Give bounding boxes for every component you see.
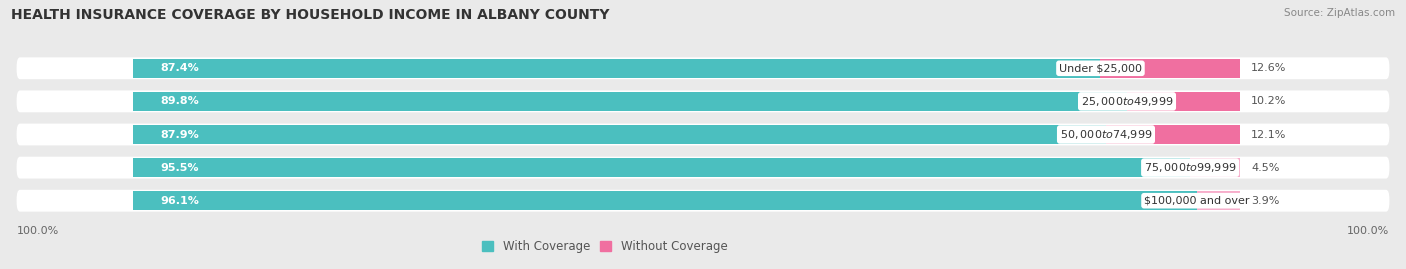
Text: Source: ZipAtlas.com: Source: ZipAtlas.com bbox=[1284, 8, 1395, 18]
Bar bbox=[132, 158, 1189, 177]
Text: 10.2%: 10.2% bbox=[1251, 96, 1286, 107]
Text: 4.5%: 4.5% bbox=[1251, 162, 1279, 173]
FancyBboxPatch shape bbox=[17, 57, 1389, 79]
Text: 87.9%: 87.9% bbox=[160, 129, 200, 140]
Text: HEALTH INSURANCE COVERAGE BY HOUSEHOLD INCOME IN ALBANY COUNTY: HEALTH INSURANCE COVERAGE BY HOUSEHOLD I… bbox=[11, 8, 610, 22]
Bar bbox=[1197, 191, 1240, 210]
Text: 95.5%: 95.5% bbox=[160, 162, 200, 173]
Bar bbox=[132, 92, 1128, 111]
Text: 100.0%: 100.0% bbox=[1347, 225, 1389, 236]
Text: 87.4%: 87.4% bbox=[160, 63, 200, 73]
Text: $100,000 and over: $100,000 and over bbox=[1144, 196, 1250, 206]
Bar bbox=[132, 125, 1107, 144]
Bar bbox=[1189, 158, 1240, 177]
Text: 100.0%: 100.0% bbox=[17, 225, 59, 236]
FancyBboxPatch shape bbox=[17, 157, 1389, 179]
Bar bbox=[132, 191, 1197, 210]
Text: Under $25,000: Under $25,000 bbox=[1059, 63, 1142, 73]
Text: $75,000 to $99,999: $75,000 to $99,999 bbox=[1144, 161, 1236, 174]
FancyBboxPatch shape bbox=[17, 190, 1389, 212]
Bar bbox=[1107, 125, 1240, 144]
Legend: With Coverage, Without Coverage: With Coverage, Without Coverage bbox=[477, 235, 733, 258]
Text: 12.1%: 12.1% bbox=[1251, 129, 1286, 140]
Text: 96.1%: 96.1% bbox=[160, 196, 200, 206]
Text: $25,000 to $49,999: $25,000 to $49,999 bbox=[1081, 95, 1173, 108]
Bar bbox=[132, 59, 1101, 78]
Text: $50,000 to $74,999: $50,000 to $74,999 bbox=[1060, 128, 1153, 141]
Bar bbox=[1101, 59, 1240, 78]
FancyBboxPatch shape bbox=[17, 123, 1389, 146]
Bar bbox=[1128, 92, 1240, 111]
Text: 89.8%: 89.8% bbox=[160, 96, 200, 107]
Text: 12.6%: 12.6% bbox=[1251, 63, 1286, 73]
Text: 3.9%: 3.9% bbox=[1251, 196, 1279, 206]
FancyBboxPatch shape bbox=[17, 90, 1389, 112]
